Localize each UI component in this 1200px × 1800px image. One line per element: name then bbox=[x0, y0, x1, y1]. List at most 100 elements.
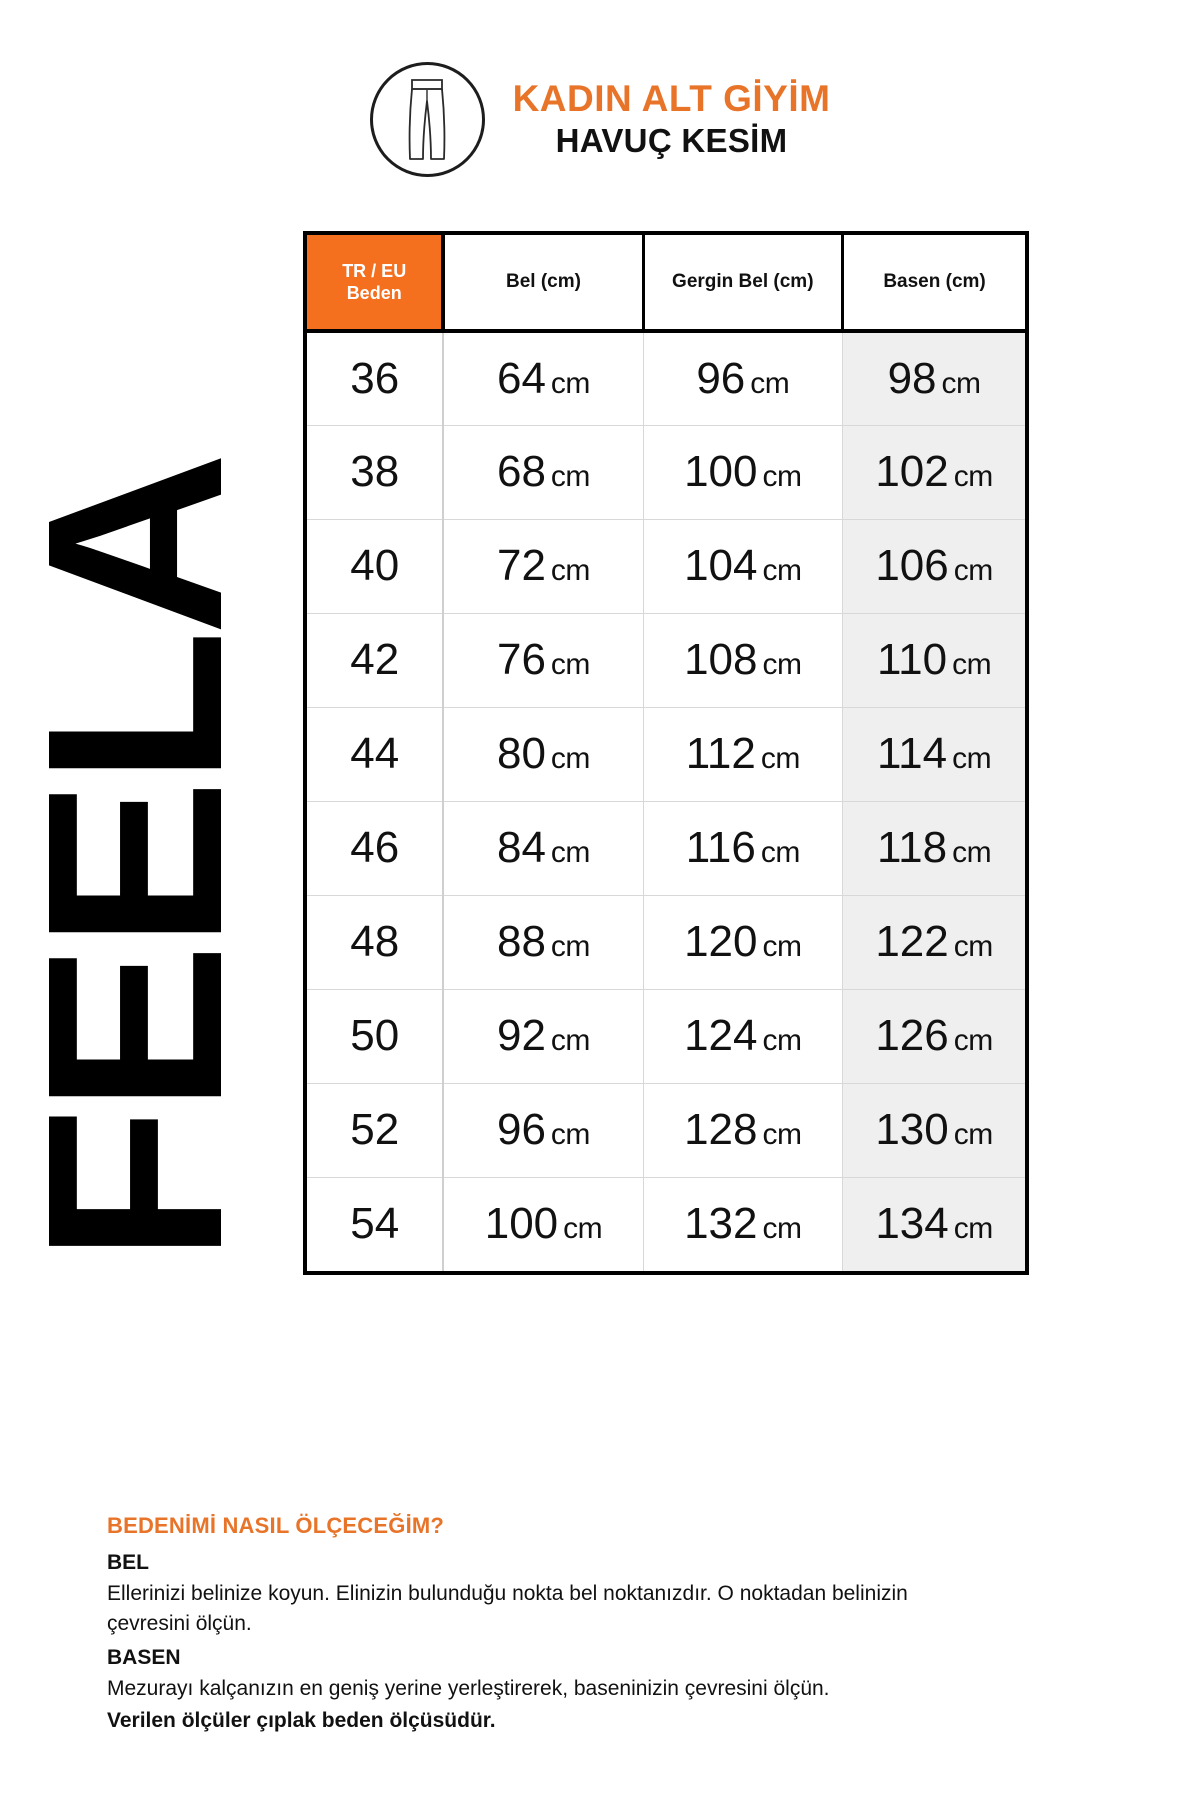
cell-beden: 36 bbox=[307, 331, 445, 426]
cell-bel: 76 cm bbox=[443, 613, 644, 708]
cell-beden: 50 bbox=[307, 989, 445, 1084]
unit-label: cm bbox=[762, 648, 803, 681]
table-body: 36 64 cm 96 cm 98 cm 38 68 cm 100 cm 102 cm 40 72 cm 104 c… bbox=[307, 331, 1025, 1271]
cell-bel: 96 cm bbox=[443, 1083, 644, 1178]
cell-gergin-bel: 96 cm bbox=[643, 331, 844, 426]
cell-beden: 52 bbox=[307, 1083, 445, 1178]
cell-gergin-bel: 124 cm bbox=[643, 989, 844, 1084]
column-header-basen: Basen (cm) bbox=[842, 235, 1025, 333]
page-title: KADIN ALT GİYİM bbox=[512, 78, 831, 120]
cell-gergin-bel: 120 cm bbox=[643, 895, 844, 990]
page-subtitle: HAVUÇ KESİM bbox=[555, 121, 788, 159]
table-header-row: TR / EU Beden Bel (cm) Gergin Bel (cm) B… bbox=[307, 235, 1025, 333]
table-row: 48 88 cm 120 cm 122 cm bbox=[307, 895, 1025, 990]
cell-basen: 118 cm bbox=[842, 801, 1025, 896]
table-row: 54 100 cm 132 cm 134 cm bbox=[307, 1177, 1025, 1271]
cell-beden: 46 bbox=[307, 801, 445, 896]
size-chart-table: TR / EU Beden Bel (cm) Gergin Bel (cm) B… bbox=[307, 235, 1025, 1271]
unit-label: cm bbox=[953, 1024, 994, 1057]
table-row: 44 80 cm 112 cm 114 cm bbox=[307, 707, 1025, 802]
unit-label: cm bbox=[762, 1024, 803, 1057]
page-header: KADIN ALT GİYİM HAVUÇ KESİM bbox=[0, 62, 1200, 177]
cell-beden: 38 bbox=[307, 425, 445, 520]
cell-bel: 88 cm bbox=[443, 895, 644, 990]
measurement-bel-label: BEL bbox=[107, 1551, 149, 1574]
cell-beden: 44 bbox=[307, 707, 445, 802]
cell-basen: 126 cm bbox=[842, 989, 1025, 1084]
cell-gergin-bel: 112 cm bbox=[643, 707, 844, 802]
table-row: 36 64 cm 96 cm 98 cm bbox=[307, 331, 1025, 426]
measurement-basen-label: BASEN bbox=[107, 1645, 181, 1669]
unit-label: cm bbox=[952, 836, 992, 869]
unit-label: cm bbox=[550, 1118, 591, 1151]
cell-basen: 106 cm bbox=[842, 519, 1025, 614]
cell-gergin-bel: 128 cm bbox=[643, 1083, 844, 1178]
unit-label: cm bbox=[953, 460, 994, 493]
table-row: 46 84 cm 116 cm 118 cm bbox=[307, 801, 1025, 896]
header-title-group: KADIN ALT GİYİM HAVUÇ KESİM bbox=[513, 78, 831, 160]
column-header-gergin-bel: Gergin Bel (cm) bbox=[643, 235, 845, 333]
table-row: 52 96 cm 128 cm 130 cm bbox=[307, 1083, 1025, 1178]
cell-bel: 80 cm bbox=[443, 707, 644, 802]
cell-bel: 100 cm bbox=[443, 1177, 644, 1271]
cell-bel: 92 cm bbox=[443, 989, 644, 1084]
table-header: TR / EU Beden Bel (cm) Gergin Bel (cm) B… bbox=[307, 235, 1025, 333]
measurement-bel-text: Ellerinizi belinize koyun. Elinizin bulu… bbox=[107, 1582, 908, 1636]
unit-label: cm bbox=[760, 742, 801, 775]
cell-basen: 134 cm bbox=[842, 1177, 1025, 1271]
unit-label: cm bbox=[750, 366, 790, 400]
measurement-basen-text: Mezurayı kalçanızın en geniş yerine yerl… bbox=[107, 1676, 830, 1700]
unit-label: cm bbox=[550, 554, 591, 587]
cell-beden: 42 bbox=[307, 613, 445, 708]
unit-label: cm bbox=[953, 554, 994, 587]
cell-bel: 68 cm bbox=[443, 425, 644, 520]
measurement-note: Verilen ölçüler çıplak beden ölçüsüdür. bbox=[107, 1709, 496, 1733]
cell-basen: 130 cm bbox=[842, 1083, 1025, 1178]
unit-label: cm bbox=[550, 836, 591, 869]
table-row: 38 68 cm 100 cm 102 cm bbox=[307, 425, 1025, 520]
unit-label: cm bbox=[550, 366, 591, 400]
column-header-beden: TR / EU Beden bbox=[307, 235, 446, 333]
leggings-pants-icon bbox=[369, 62, 485, 177]
cell-gergin-bel: 104 cm bbox=[643, 519, 844, 614]
unit-label: cm bbox=[550, 742, 591, 775]
cell-beden: 48 bbox=[307, 895, 445, 990]
column-header-bel: Bel (cm) bbox=[443, 235, 645, 333]
unit-label: cm bbox=[550, 930, 591, 963]
cell-bel: 84 cm bbox=[443, 801, 644, 896]
unit-label: cm bbox=[762, 1212, 803, 1246]
unit-label: cm bbox=[550, 648, 591, 681]
unit-label: cm bbox=[953, 1118, 994, 1151]
brand-watermark: FEELA bbox=[0, 457, 274, 1262]
unit-label: cm bbox=[550, 460, 591, 493]
column-header-beden-line2: Beden bbox=[346, 283, 402, 303]
cell-basen: 110 cm bbox=[842, 613, 1025, 708]
cell-basen: 102 cm bbox=[842, 425, 1025, 520]
table-row: 42 76 cm 108 cm 110 cm bbox=[307, 613, 1025, 708]
cell-beden: 40 bbox=[307, 519, 445, 614]
cell-bel: 72 cm bbox=[443, 519, 644, 614]
cell-basen: 122 cm bbox=[842, 895, 1025, 990]
brand-watermark-text: FEELA bbox=[0, 457, 274, 1263]
unit-label: cm bbox=[762, 460, 803, 493]
size-chart-table-wrapper: TR / EU Beden Bel (cm) Gergin Bel (cm) B… bbox=[303, 231, 1029, 1275]
table-row: 40 72 cm 104 cm 106 cm bbox=[307, 519, 1025, 614]
unit-label: cm bbox=[953, 930, 994, 963]
unit-label: cm bbox=[550, 1024, 591, 1057]
column-header-beden-line1: TR / EU bbox=[342, 260, 407, 281]
unit-label: cm bbox=[953, 1212, 994, 1246]
cell-gergin-bel: 100 cm bbox=[643, 425, 844, 520]
cell-beden: 54 bbox=[307, 1177, 445, 1271]
measurement-guide: BEDENİMİ NASIL ÖLÇECEĞİM? BEL Ellerinizi… bbox=[107, 1513, 1107, 1736]
cell-basen: 114 cm bbox=[842, 707, 1025, 802]
unit-label: cm bbox=[760, 836, 801, 869]
measurement-guide-title: BEDENİMİ NASIL ÖLÇECEĞİM? bbox=[107, 1513, 445, 1538]
cell-gergin-bel: 108 cm bbox=[643, 613, 844, 708]
cell-gergin-bel: 116 cm bbox=[643, 801, 844, 896]
cell-gergin-bel: 132 cm bbox=[643, 1177, 844, 1271]
cell-bel: 64 cm bbox=[443, 331, 644, 426]
unit-label: cm bbox=[762, 554, 803, 587]
unit-label: cm bbox=[952, 648, 992, 681]
table-row: 50 92 cm 124 cm 126 cm bbox=[307, 989, 1025, 1084]
unit-label: cm bbox=[563, 1212, 603, 1246]
